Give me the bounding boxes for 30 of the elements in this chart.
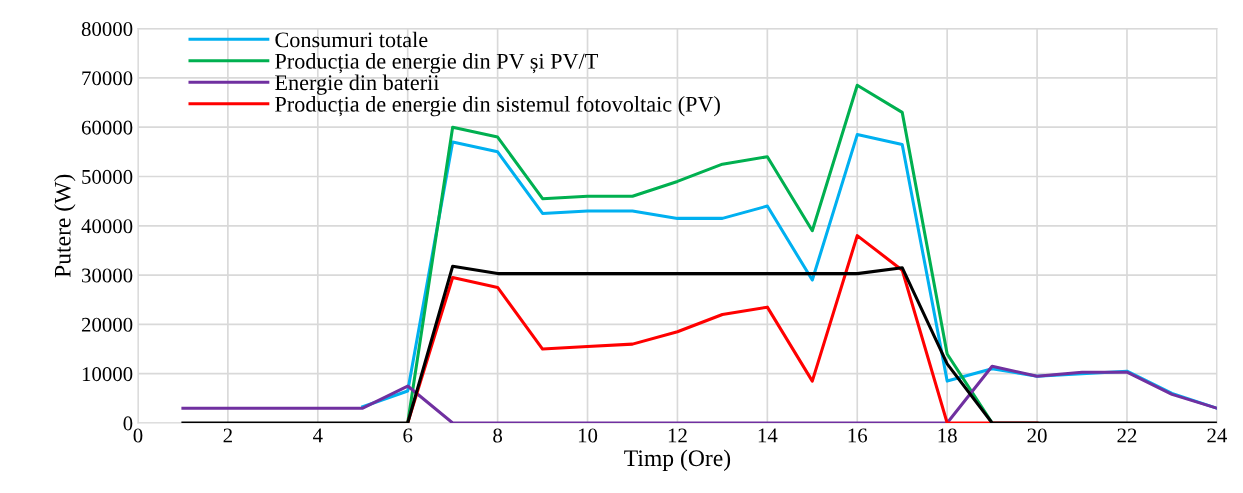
- legend-label: Energie din baterii: [275, 74, 440, 95]
- y-tick-label: 10000: [82, 367, 133, 382]
- x-tick-label: 14: [758, 428, 778, 443]
- y-tick-label: 0: [123, 416, 133, 431]
- line-series: [181, 264, 1217, 423]
- y-tick-label: 50000: [82, 169, 133, 184]
- y-tick-label: 20000: [81, 317, 133, 332]
- x-tick-label: 0: [133, 428, 143, 443]
- legend-label: Producția de energie din PV și PV/T: [275, 53, 598, 74]
- y-tick-label: 80000: [81, 21, 133, 37]
- y-axis-title: Putere (W): [54, 174, 76, 278]
- x-tick-label: 8: [493, 428, 503, 443]
- x-tick-label: 20: [1027, 428, 1047, 443]
- x-tick-label: 10: [578, 428, 598, 443]
- y-tick-label: 40000: [81, 219, 133, 234]
- y-tick-label: 30000: [82, 268, 133, 283]
- x-tick-label: 22: [1117, 428, 1137, 443]
- x-axis-title: Timp (Ore): [624, 449, 731, 471]
- y-tick-label: 60000: [81, 120, 133, 135]
- x-tick-label: 24: [1207, 428, 1227, 443]
- y-tick-label: 70000: [82, 71, 133, 86]
- x-tick-label: 2: [223, 428, 232, 443]
- x-tick-label: 12: [668, 428, 687, 443]
- x-tick-label: 4: [312, 428, 323, 443]
- x-tick-label: 18: [938, 428, 957, 443]
- legend-label: Consumuri totale: [275, 31, 428, 48]
- legend-label: Producția de energie din sistemul fotovoltaic (PV): [275, 95, 720, 117]
- x-tick-label: 6: [403, 428, 413, 443]
- line-series: [181, 364, 1217, 423]
- x-tick-label: 16: [848, 428, 868, 443]
